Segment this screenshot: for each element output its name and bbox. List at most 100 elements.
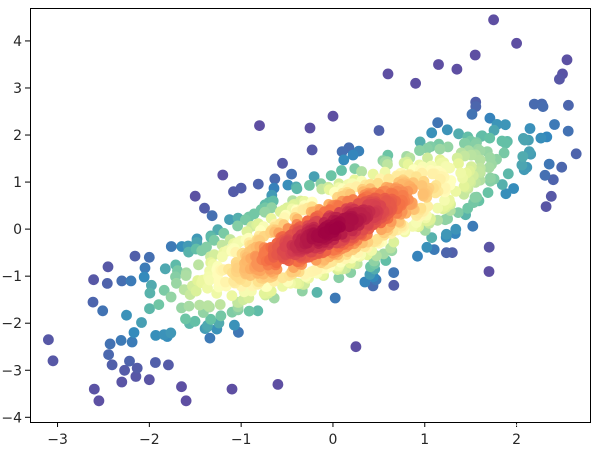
scatter-point [433, 59, 444, 70]
scatter-point [201, 241, 212, 253]
scatter-point [500, 188, 512, 200]
scatter-point [426, 232, 438, 244]
y-tick-label: −4 [1, 410, 22, 426]
scatter-point [350, 341, 362, 353]
scatter-point [540, 201, 552, 213]
scatter-point [150, 357, 161, 368]
scatter-point [382, 68, 394, 80]
watermark: 知乎 @不许无聊 [455, 422, 565, 440]
scatter-point [138, 271, 150, 283]
scatter-point [291, 183, 303, 195]
y-axis: −4 −3 −2 −1 0 1 2 3 4 [1, 34, 30, 426]
scatter-point [165, 241, 177, 252]
scatter-point [193, 259, 204, 271]
scatter-point [441, 228, 452, 240]
scatter-point [455, 167, 467, 179]
scatter-point [500, 137, 511, 149]
scatter-point [359, 276, 371, 288]
scatter-point [136, 317, 147, 328]
scatter-point [556, 161, 568, 173]
x-tick-label: −3 [47, 432, 68, 448]
scatter-point [93, 395, 105, 407]
scatter-point [176, 381, 187, 393]
scatter-point [143, 251, 155, 263]
scatter-point [388, 279, 400, 291]
scatter-point [422, 152, 433, 164]
scatter-point [304, 180, 315, 191]
scatter-point [484, 132, 496, 144]
scatter-point [190, 285, 202, 297]
scatter-point [125, 275, 137, 287]
scatter-point [232, 220, 244, 232]
scatter-point [453, 158, 464, 170]
scatter-point [519, 134, 530, 146]
scatter-point [502, 168, 514, 180]
scatter-point [204, 332, 216, 344]
scatter-point [336, 165, 347, 176]
scatter-point [124, 355, 135, 367]
scatter-point [204, 274, 216, 286]
scatter-point [165, 291, 177, 303]
scatter-point [338, 154, 350, 166]
x-tick-label: −1 [231, 432, 252, 448]
scatter-point [159, 263, 171, 275]
scatter-point [414, 145, 425, 156]
scatter-point [441, 247, 452, 259]
scatter-point [115, 335, 127, 346]
scatter-point [388, 236, 400, 248]
x-tick-label: 0 [328, 432, 337, 448]
y-tick-label: −1 [1, 269, 22, 285]
y-tick-label: 4 [13, 34, 22, 50]
scatter-point [432, 117, 444, 129]
scatter-point [485, 172, 496, 184]
scatter-point [116, 376, 128, 388]
scatter-point [496, 179, 508, 190]
scatter-point [453, 128, 464, 140]
scatter-point [254, 120, 265, 131]
scatter-point [205, 313, 217, 325]
scatter-point [308, 171, 320, 183]
scatter-point [180, 395, 192, 407]
scatter-point [88, 383, 100, 395]
scatter-point [537, 101, 549, 112]
scatter-point [570, 148, 582, 160]
scatter-point [434, 143, 446, 155]
scatter-point [383, 173, 394, 185]
scatter-point [88, 274, 99, 286]
scatter-point [483, 266, 495, 277]
scatter-point [220, 276, 231, 288]
y-tick-label: 0 [13, 222, 22, 238]
scatter-point [421, 241, 433, 253]
scatter-point [97, 305, 109, 317]
scatter-point [500, 119, 511, 131]
plot-frame [30, 8, 591, 423]
scatter-point [180, 270, 192, 281]
scatter-point [336, 146, 348, 158]
scatter-point [214, 299, 226, 310]
scatter-point [333, 272, 345, 284]
scatter-point [87, 296, 99, 308]
scatter-point [150, 330, 162, 341]
scatter-point [535, 132, 547, 144]
scatter-point [47, 355, 59, 367]
scatter-point [252, 305, 264, 317]
scatter-point [304, 122, 316, 134]
scatter-point [128, 327, 140, 338]
scatter-point [372, 177, 384, 189]
scatter-point [417, 188, 429, 200]
scatter-point [439, 194, 450, 206]
scatter-point [106, 359, 118, 371]
scatter-point [508, 183, 519, 194]
scatter-point [217, 169, 229, 181]
scatter-point [442, 141, 454, 153]
scatter-point [311, 287, 323, 298]
scatter-point [103, 349, 114, 360]
scatter-point [528, 98, 540, 110]
scatter-point [43, 334, 54, 346]
scatter-point [412, 250, 423, 262]
scatter-point [189, 315, 201, 327]
scatter-points [43, 14, 582, 407]
scatter-point [183, 300, 195, 312]
x-tick-label: −2 [139, 432, 160, 448]
scatter-point [199, 202, 210, 214]
